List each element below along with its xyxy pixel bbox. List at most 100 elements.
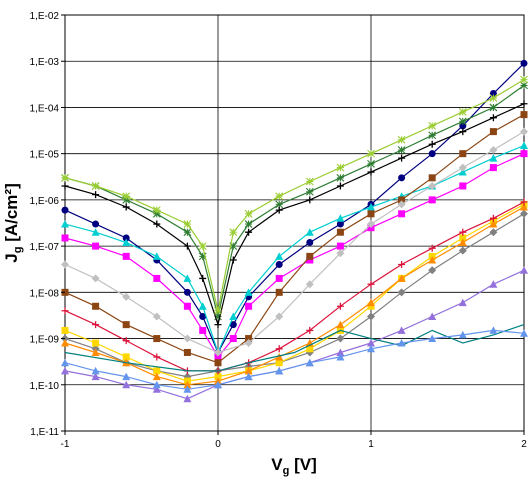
data-point <box>336 173 345 182</box>
data-point <box>275 288 283 296</box>
series-line <box>64 203 525 382</box>
data-point <box>183 220 192 228</box>
data-point <box>458 168 467 176</box>
data-point <box>61 260 69 269</box>
data-point <box>336 348 345 356</box>
data-point <box>122 380 131 389</box>
data-point <box>275 359 283 367</box>
data-point <box>336 228 344 236</box>
data-point <box>275 200 284 209</box>
series <box>61 326 528 393</box>
data-point <box>459 182 467 190</box>
x-tick-label: 2 <box>521 439 527 450</box>
data-point <box>459 228 467 236</box>
data-point <box>214 312 222 321</box>
data-point <box>183 242 191 250</box>
data-point <box>489 220 498 228</box>
data-point <box>245 302 253 310</box>
y-axis-title-unit: [A/cm²] <box>2 183 21 246</box>
data-point <box>398 154 406 162</box>
data-point <box>336 214 345 222</box>
data-point <box>229 321 237 329</box>
data-point <box>92 321 100 329</box>
data-point <box>397 339 406 347</box>
series-line <box>64 114 525 364</box>
y-tick-label: 1,E-09 <box>30 335 60 346</box>
data-point <box>61 307 69 315</box>
data-point <box>214 359 222 367</box>
data-point <box>183 288 191 296</box>
grid-lines <box>65 15 524 431</box>
data-point <box>183 348 191 356</box>
data-point <box>306 196 314 204</box>
data-point <box>61 182 69 190</box>
data-point <box>61 173 69 182</box>
data-point <box>336 220 344 228</box>
data-point <box>458 108 467 116</box>
data-point <box>245 228 253 236</box>
data-point <box>367 168 375 176</box>
data-point <box>398 210 406 218</box>
data-point <box>458 298 467 307</box>
data-point <box>152 252 161 260</box>
data-point <box>336 242 344 250</box>
data-point <box>336 163 345 172</box>
data-point <box>367 149 375 158</box>
series-line <box>64 206 525 386</box>
data-point <box>61 339 69 347</box>
data-point <box>122 353 130 361</box>
series-line <box>64 329 525 390</box>
series <box>61 150 528 361</box>
data-point <box>458 330 467 339</box>
data-point <box>520 100 528 108</box>
data-point <box>367 344 375 353</box>
data-point <box>428 121 437 130</box>
data-point <box>306 256 314 264</box>
data-point <box>214 348 222 357</box>
data-point <box>520 209 528 218</box>
data-point <box>229 228 238 237</box>
data-point <box>214 353 222 361</box>
data-point <box>489 154 498 162</box>
data-point <box>428 312 437 321</box>
data-point <box>183 334 192 343</box>
data-point <box>91 182 100 190</box>
data-point <box>214 306 222 315</box>
data-point <box>336 334 345 343</box>
data-point <box>489 214 497 222</box>
data-point <box>214 373 222 381</box>
data-point <box>520 329 528 337</box>
data-point <box>459 122 467 130</box>
data-point <box>122 372 131 381</box>
plot-area <box>64 14 525 432</box>
data-point <box>275 352 284 361</box>
data-point <box>91 372 100 381</box>
data-point <box>91 366 100 375</box>
series <box>61 127 528 357</box>
data-point <box>61 326 69 334</box>
data-point <box>459 150 467 158</box>
data-point <box>229 256 237 264</box>
x-axis-title-main: V <box>271 455 283 474</box>
data-point <box>367 210 375 218</box>
data-point <box>244 372 253 381</box>
data-point <box>198 242 207 250</box>
data-point <box>459 128 467 136</box>
data-point <box>153 335 161 343</box>
data-point <box>199 274 207 282</box>
y-tick-label: 1,E-02 <box>30 11 60 22</box>
data-point <box>520 150 528 158</box>
x-tick-label: -1 <box>61 439 70 450</box>
data-point <box>61 234 69 242</box>
data-point <box>367 160 375 168</box>
series <box>64 324 525 372</box>
y-tick-label: 1,E-11 <box>30 427 59 438</box>
data-point <box>214 321 222 329</box>
data-point <box>367 302 375 310</box>
data-point <box>489 326 498 334</box>
data-point <box>122 321 130 329</box>
data-point <box>489 94 498 102</box>
data-point <box>489 228 498 237</box>
data-point <box>214 380 222 389</box>
